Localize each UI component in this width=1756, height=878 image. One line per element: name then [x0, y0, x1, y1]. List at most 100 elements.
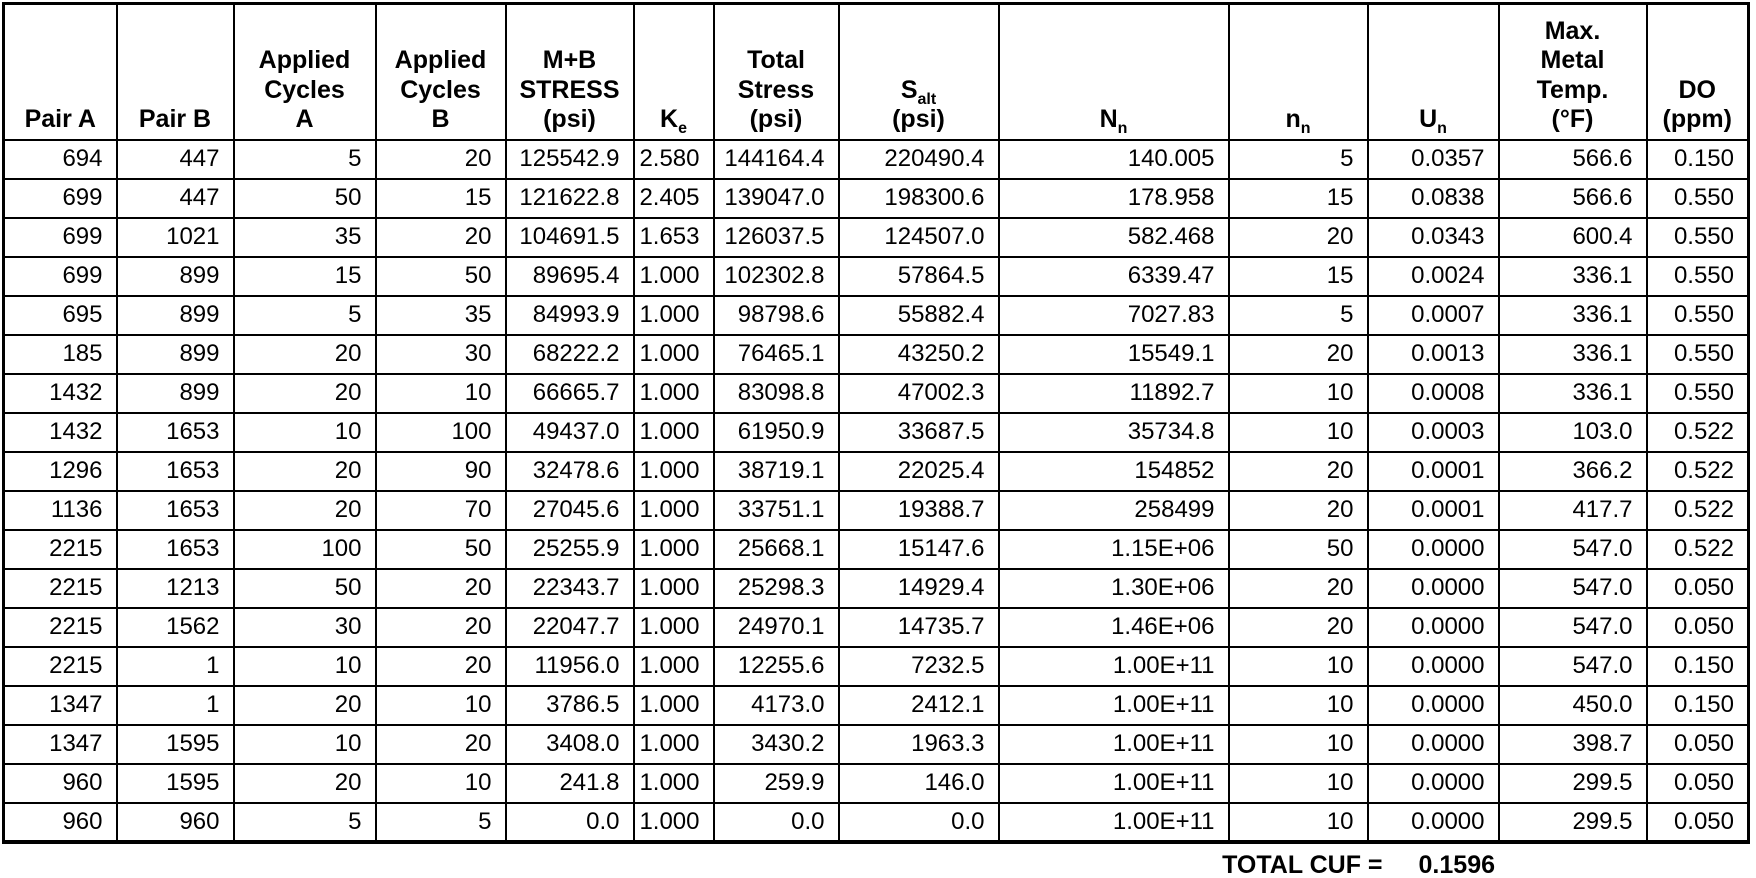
cell-mb-stress: 68222.2: [504, 333, 635, 375]
cell-n-small: 10: [1227, 723, 1369, 765]
cell-ke: 1.000: [632, 255, 715, 297]
cell-ke: 2.405: [632, 177, 715, 219]
cell-total-stress: 33751.1: [712, 489, 840, 531]
cell-cycles-b: 70: [374, 489, 507, 531]
cell-do-ppm: 0.550: [1645, 294, 1750, 336]
cell-do-ppm: 0.550: [1645, 177, 1750, 219]
cell-pair-b: 1653: [115, 489, 235, 531]
cell-pair-b: 960: [115, 801, 235, 843]
cell-do-ppm: 0.522: [1645, 411, 1750, 453]
cell-cycles-a: 15: [232, 255, 377, 297]
cell-max-metal-temp: 299.5: [1497, 762, 1648, 804]
cell-pair-a: 960: [2, 762, 118, 804]
cell-mb-stress: 121622.8: [504, 177, 635, 219]
cell-total-stress: 24970.1: [712, 606, 840, 648]
cell-max-metal-temp: 547.0: [1497, 645, 1648, 687]
cell-ke: 1.000: [632, 567, 715, 609]
cell-total-stress: 76465.1: [712, 333, 840, 375]
cell-salt: 22025.4: [837, 450, 1000, 492]
cell-cycles-a: 20: [232, 489, 377, 531]
cell-max-metal-temp: 566.6: [1497, 177, 1648, 219]
cell-cycles-a: 100: [232, 528, 377, 570]
table-row: 699 447 50 15 121622.8 2.405 139047.0 198300.6 1…: [2, 177, 1750, 219]
cell-ke: 1.000: [632, 372, 715, 414]
cell-n-n: 1.30E+06: [997, 567, 1230, 609]
cell-do-ppm: 0.050: [1645, 801, 1750, 843]
cell-pair-a: 699: [2, 177, 118, 219]
cell-cycles-a: 20: [232, 762, 377, 804]
cell-u-n: 0.0000: [1366, 684, 1500, 726]
cell-total-stress: 4173.0: [712, 684, 840, 726]
cell-max-metal-temp: 336.1: [1497, 255, 1648, 297]
cell-pair-b: 1595: [115, 762, 235, 804]
cell-cycles-b: 20: [374, 567, 507, 609]
total-cuf-label: TOTAL CUF =: [1222, 850, 1383, 878]
cell-cycles-b: 30: [374, 333, 507, 375]
cell-u-n: 0.0000: [1366, 606, 1500, 648]
cell-salt: 124507.0: [837, 216, 1000, 258]
cell-cycles-b: 50: [374, 255, 507, 297]
cell-max-metal-temp: 366.2: [1497, 450, 1648, 492]
cell-cycles-a: 5: [232, 801, 377, 843]
cell-total-stress: 98798.6: [712, 294, 840, 336]
cell-n-small: 10: [1227, 645, 1369, 687]
cell-pair-b: 447: [115, 177, 235, 219]
cell-total-stress: 126037.5: [712, 216, 840, 258]
cell-pair-a: 699: [2, 255, 118, 297]
col-header-n-n: Nn: [997, 2, 1230, 141]
cell-pair-a: 1432: [2, 411, 118, 453]
cell-u-n: 0.0008: [1366, 372, 1500, 414]
cell-n-small: 10: [1227, 801, 1369, 843]
cell-n-n: 1.00E+11: [997, 684, 1230, 726]
cell-cycles-a: 50: [232, 177, 377, 219]
col-header-cycles-a: Applied Cycles A: [232, 2, 377, 141]
table-row: 2215 1653 100 50 25255.9 1.000 25668.1 15147.6 1…: [2, 528, 1750, 570]
cell-pair-b: 1562: [115, 606, 235, 648]
cell-salt: 1963.3: [837, 723, 1000, 765]
cell-u-n: 0.0013: [1366, 333, 1500, 375]
cell-total-stress: 61950.9: [712, 411, 840, 453]
cell-pair-b: 899: [115, 255, 235, 297]
cell-cycles-b: 100: [374, 411, 507, 453]
cell-total-stress: 83098.8: [712, 372, 840, 414]
cell-total-stress: 0.0: [712, 801, 840, 843]
cell-salt: 14735.7: [837, 606, 1000, 648]
cell-pair-b: 1653: [115, 450, 235, 492]
cell-n-n: 11892.7: [997, 372, 1230, 414]
cell-u-n: 0.0000: [1366, 723, 1500, 765]
cell-mb-stress: 0.0: [504, 801, 635, 843]
cell-total-stress: 259.9: [712, 762, 840, 804]
cell-cycles-b: 35: [374, 294, 507, 336]
cell-ke: 1.653: [632, 216, 715, 258]
cell-cycles-a: 20: [232, 372, 377, 414]
col-header-pair-b: Pair B: [115, 2, 235, 141]
cell-total-stress: 25298.3: [712, 567, 840, 609]
cell-mb-stress: 89695.4: [504, 255, 635, 297]
cell-n-n: 1.15E+06: [997, 528, 1230, 570]
cell-pair-b: 899: [115, 333, 235, 375]
cell-pair-a: 694: [2, 138, 118, 180]
cell-max-metal-temp: 336.1: [1497, 333, 1648, 375]
cell-n-n: 7027.83: [997, 294, 1230, 336]
cell-u-n: 0.0357: [1366, 138, 1500, 180]
cell-total-stress: 3430.2: [712, 723, 840, 765]
table-row: 1432 1653 10 100 49437.0 1.000 61950.9 33687.5 3…: [2, 411, 1750, 453]
cell-n-n: 15549.1: [997, 333, 1230, 375]
cell-u-n: 0.0838: [1366, 177, 1500, 219]
cell-u-n: 0.0000: [1366, 567, 1500, 609]
cell-cycles-b: 20: [374, 645, 507, 687]
cell-max-metal-temp: 547.0: [1497, 606, 1648, 648]
cell-pair-b: 1595: [115, 723, 235, 765]
table-row: 695 899 5 35 84993.9 1.000 98798.6 55882.4 7027.…: [2, 294, 1750, 336]
table-row: 1296 1653 20 90 32478.6 1.000 38719.1 22025.4 15…: [2, 450, 1750, 492]
cell-cycles-b: 10: [374, 684, 507, 726]
cell-n-small: 10: [1227, 762, 1369, 804]
cell-cycles-b: 90: [374, 450, 507, 492]
cell-do-ppm: 0.150: [1645, 138, 1750, 180]
cell-mb-stress: 22343.7: [504, 567, 635, 609]
cell-pair-a: 699: [2, 216, 118, 258]
cell-n-small: 10: [1227, 372, 1369, 414]
cell-total-stress: 102302.8: [712, 255, 840, 297]
cell-ke: 1.000: [632, 528, 715, 570]
